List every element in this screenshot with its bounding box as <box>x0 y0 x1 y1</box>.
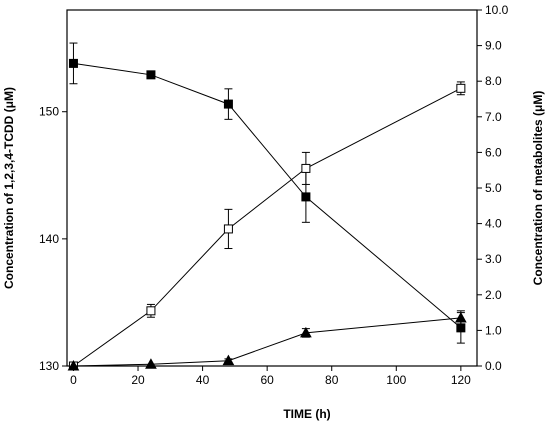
x-axis-title: TIME (h) <box>283 407 330 421</box>
plot-frame <box>66 9 478 367</box>
y-right-tick-label: 1.0 <box>485 323 502 337</box>
data-point <box>68 58 78 68</box>
series <box>67 42 467 371</box>
x-tick-label: 20 <box>131 373 145 387</box>
series-filled-triangle <box>67 310 467 371</box>
y-left-tick-label: 150 <box>39 105 59 119</box>
series-line-open-square <box>73 87 462 367</box>
y-right-tick-label: 5.0 <box>485 181 502 195</box>
data-point <box>146 70 156 80</box>
ticks: 0 20 40 60 80 100 120 130 140 150 0.0 1.0 2.0 3.0 4.0 5… <box>39 3 509 387</box>
series-filled-square <box>68 42 466 344</box>
y-right-tick-label: 8.0 <box>485 74 502 88</box>
data-point <box>300 326 312 338</box>
data-point <box>67 359 80 371</box>
x-tick-label: 60 <box>260 373 274 387</box>
y-right-tick-label: 3.0 <box>485 252 502 266</box>
y-left-tick-label: 140 <box>39 232 59 246</box>
x-tick-label: 100 <box>386 373 406 387</box>
y-axis-right-title: Concentration of metabolites (μM) <box>531 91 545 286</box>
data-point <box>222 354 235 366</box>
x-tick-label: 80 <box>325 373 339 387</box>
x-tick-label: 120 <box>451 373 471 387</box>
y-right-tick-label: 7.0 <box>485 110 502 124</box>
data-point <box>455 311 467 323</box>
data-point <box>223 99 233 109</box>
y-right-tick-label: 6.0 <box>485 145 502 159</box>
data-point <box>145 358 157 369</box>
y-right-tick-label: 9.0 <box>485 39 502 53</box>
y-right-tick-label: 2.0 <box>485 288 502 302</box>
y-right-tick-label: 10.0 <box>485 3 509 17</box>
data-point <box>301 192 311 202</box>
data-point <box>223 224 233 234</box>
series-open-square <box>68 81 466 371</box>
x-tick-label: 0 <box>70 373 77 387</box>
x-tick-label: 40 <box>196 373 210 387</box>
data-point <box>301 163 311 173</box>
series-line-filled-square <box>73 62 462 329</box>
y-axis-left-title: Concentration of 1,2,3,4-TCDD (μM) <box>2 87 16 289</box>
data-point <box>146 306 156 316</box>
y-right-tick-label: 0.0 <box>485 359 502 373</box>
y-right-tick-label: 4.0 <box>485 217 502 231</box>
data-point <box>456 83 466 93</box>
y-left-tick-label: 130 <box>39 359 59 373</box>
axes <box>66 9 478 367</box>
